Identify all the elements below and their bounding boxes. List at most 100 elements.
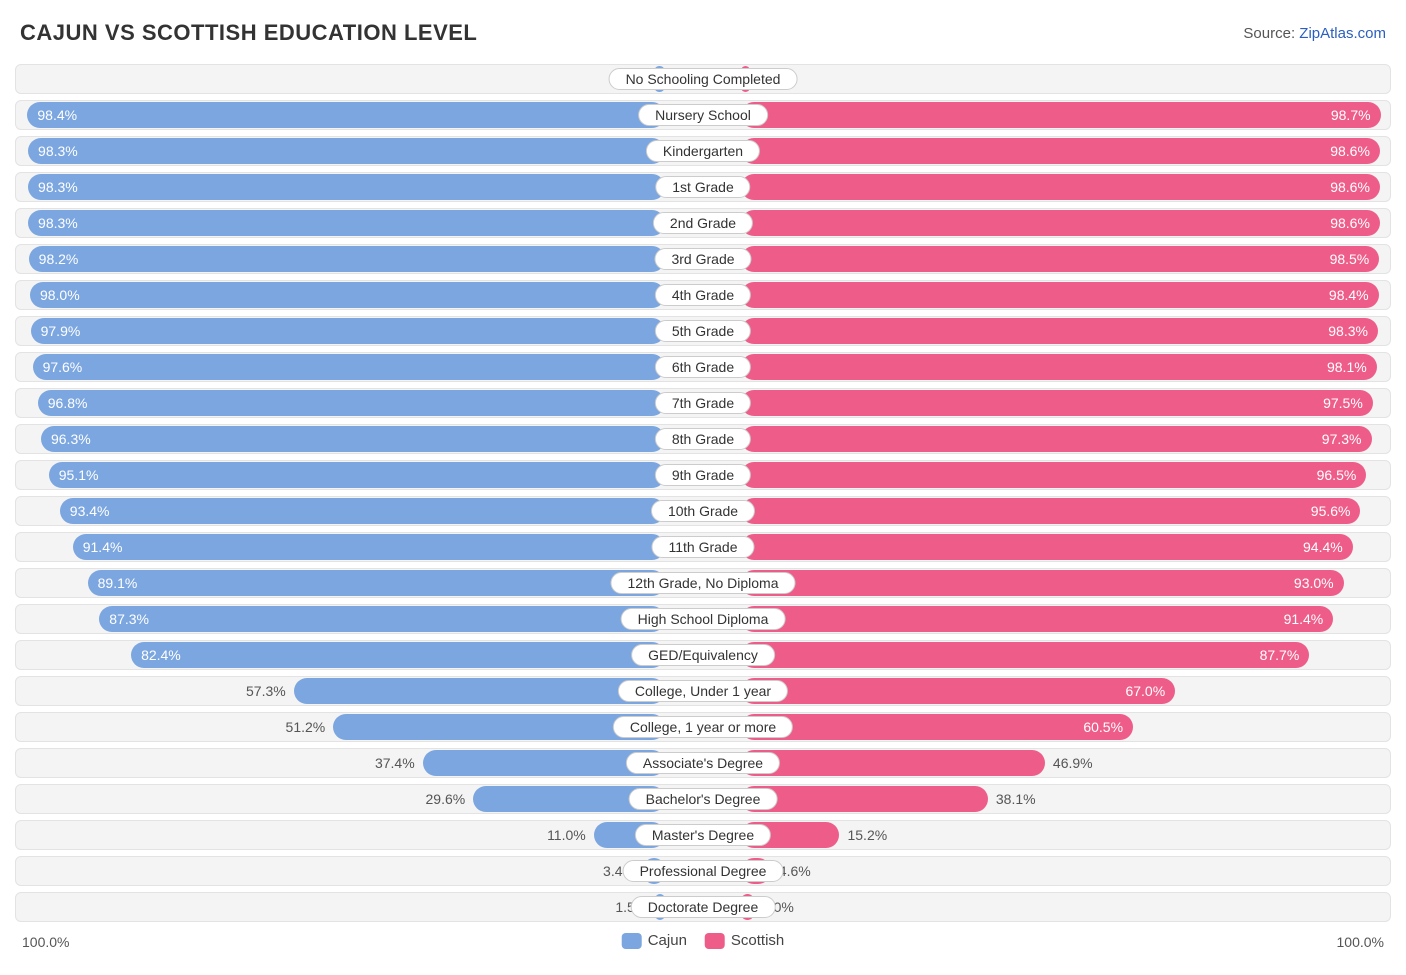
right-bar: 97.3% [741,426,1372,452]
chart-row: 87.3%91.4%High School Diploma [15,604,1391,634]
source-link[interactable]: ZipAtlas.com [1299,25,1386,42]
left-half: 95.1% [17,462,705,488]
left-half: 98.4% [17,102,705,128]
right-value: 98.7% [1321,107,1381,123]
left-half: 11.0% [17,822,705,848]
left-half: 51.2% [17,714,705,740]
left-bar: 98.2% [29,246,665,272]
left-bar: 87.3% [99,606,665,632]
right-value: 38.1% [988,786,1044,812]
right-value: 95.6% [1301,503,1361,519]
left-value: 87.3% [99,611,159,627]
left-half: 96.8% [17,390,705,416]
left-bar [294,678,665,704]
left-value: 98.0% [30,287,90,303]
right-bar: 94.4% [741,534,1353,560]
right-bar: 98.4% [741,282,1379,308]
left-value: 91.4% [73,539,133,555]
left-bar: 98.3% [28,210,665,236]
left-half: 1.7% [17,66,705,92]
left-half: 96.3% [17,426,705,452]
right-value: 98.5% [1320,251,1380,267]
left-half: 98.2% [17,246,705,272]
right-bar: 93.0% [741,570,1344,596]
category-label: Master's Degree [635,824,771,846]
right-bar: 98.6% [741,174,1380,200]
right-half: 98.3% [701,318,1389,344]
right-bar: 96.5% [741,462,1366,488]
right-half: 98.4% [701,282,1389,308]
left-half: 98.3% [17,138,705,164]
chart-row: 96.3%97.3%8th Grade [15,424,1391,454]
right-half: 87.7% [701,642,1389,668]
left-half: 91.4% [17,534,705,560]
left-bar: 97.9% [31,318,665,344]
left-bar: 96.3% [41,426,665,452]
chart-row: 95.1%96.5%9th Grade [15,460,1391,490]
chart-row: 98.3%98.6%Kindergarten [15,136,1391,166]
category-label: 2nd Grade [653,212,753,234]
chart-row: 91.4%94.4%11th Grade [15,532,1391,562]
chart-row: 98.2%98.5%3rd Grade [15,244,1391,274]
left-bar: 96.8% [38,390,665,416]
right-bar: 95.6% [741,498,1360,524]
right-value: 91.4% [1274,611,1334,627]
right-value: 97.3% [1312,431,1372,447]
legend-label-left: Cajun [648,932,687,949]
left-bar: 91.4% [73,534,665,560]
right-half: 97.3% [701,426,1389,452]
source-label: Source: [1243,25,1295,42]
left-value: 93.4% [60,503,120,519]
left-bar: 98.0% [30,282,665,308]
right-half: 15.2% [701,822,1389,848]
right-bar [741,750,1045,776]
left-half: 87.3% [17,606,705,632]
category-label: Bachelor's Degree [629,788,778,810]
right-value: 96.5% [1307,467,1367,483]
right-value: 98.1% [1317,359,1377,375]
left-half: 97.6% [17,354,705,380]
chart-source: Source: ZipAtlas.com [1243,25,1386,42]
left-value: 97.6% [33,359,93,375]
chart-footer: 100.0% 100.0% Cajun Scottish [10,928,1396,958]
right-bar: 97.5% [741,390,1373,416]
right-value: 93.0% [1284,575,1344,591]
left-value: 29.6% [418,786,474,812]
right-bar: 87.7% [741,642,1309,668]
diverging-bar-chart: 1.7%1.4%No Schooling Completed98.4%98.7%… [10,64,1396,922]
category-label: 7th Grade [655,392,751,414]
legend-label-right: Scottish [731,932,784,949]
legend: Cajun Scottish [622,932,785,949]
chart-row: 97.9%98.3%5th Grade [15,316,1391,346]
right-half: 98.5% [701,246,1389,272]
right-half: 95.6% [701,498,1389,524]
chart-row: 93.4%95.6%10th Grade [15,496,1391,526]
category-label: No Schooling Completed [609,68,798,90]
left-half: 93.4% [17,498,705,524]
right-value: 98.6% [1320,143,1380,159]
right-value: 98.6% [1320,215,1380,231]
legend-item-left: Cajun [622,932,687,949]
left-half: 3.4% [17,858,705,884]
chart-row: 98.0% 98.4%4th Grade [15,280,1391,310]
right-value: 97.5% [1313,395,1373,411]
right-bar: 98.5% [741,246,1379,272]
right-value: 98.6% [1320,179,1380,195]
chart-row: 98.4%98.7%Nursery School [15,100,1391,130]
chart-row: 98.3% 98.6% 2nd Grade [15,208,1391,238]
left-bar: 82.4% [131,642,665,668]
left-half: 98.3% [17,174,705,200]
left-value: 51.2% [278,714,334,740]
chart-row: 11.0%15.2%Master's Degree [15,820,1391,850]
category-label: 4th Grade [655,284,751,306]
chart-row: 29.6% 38.1% Bachelor's Degree [15,784,1391,814]
chart-row: 97.6%98.1%6th Grade [15,352,1391,382]
right-bar: 98.7% [741,102,1381,128]
right-bar [741,786,988,812]
chart-row: 37.4%46.9%Associate's Degree [15,748,1391,778]
right-half: 93.0% [701,570,1389,596]
right-value: 46.9% [1045,750,1101,776]
left-value: 98.3% [28,215,88,231]
right-value: 67.0% [1115,683,1175,699]
category-label: Professional Degree [623,860,784,882]
